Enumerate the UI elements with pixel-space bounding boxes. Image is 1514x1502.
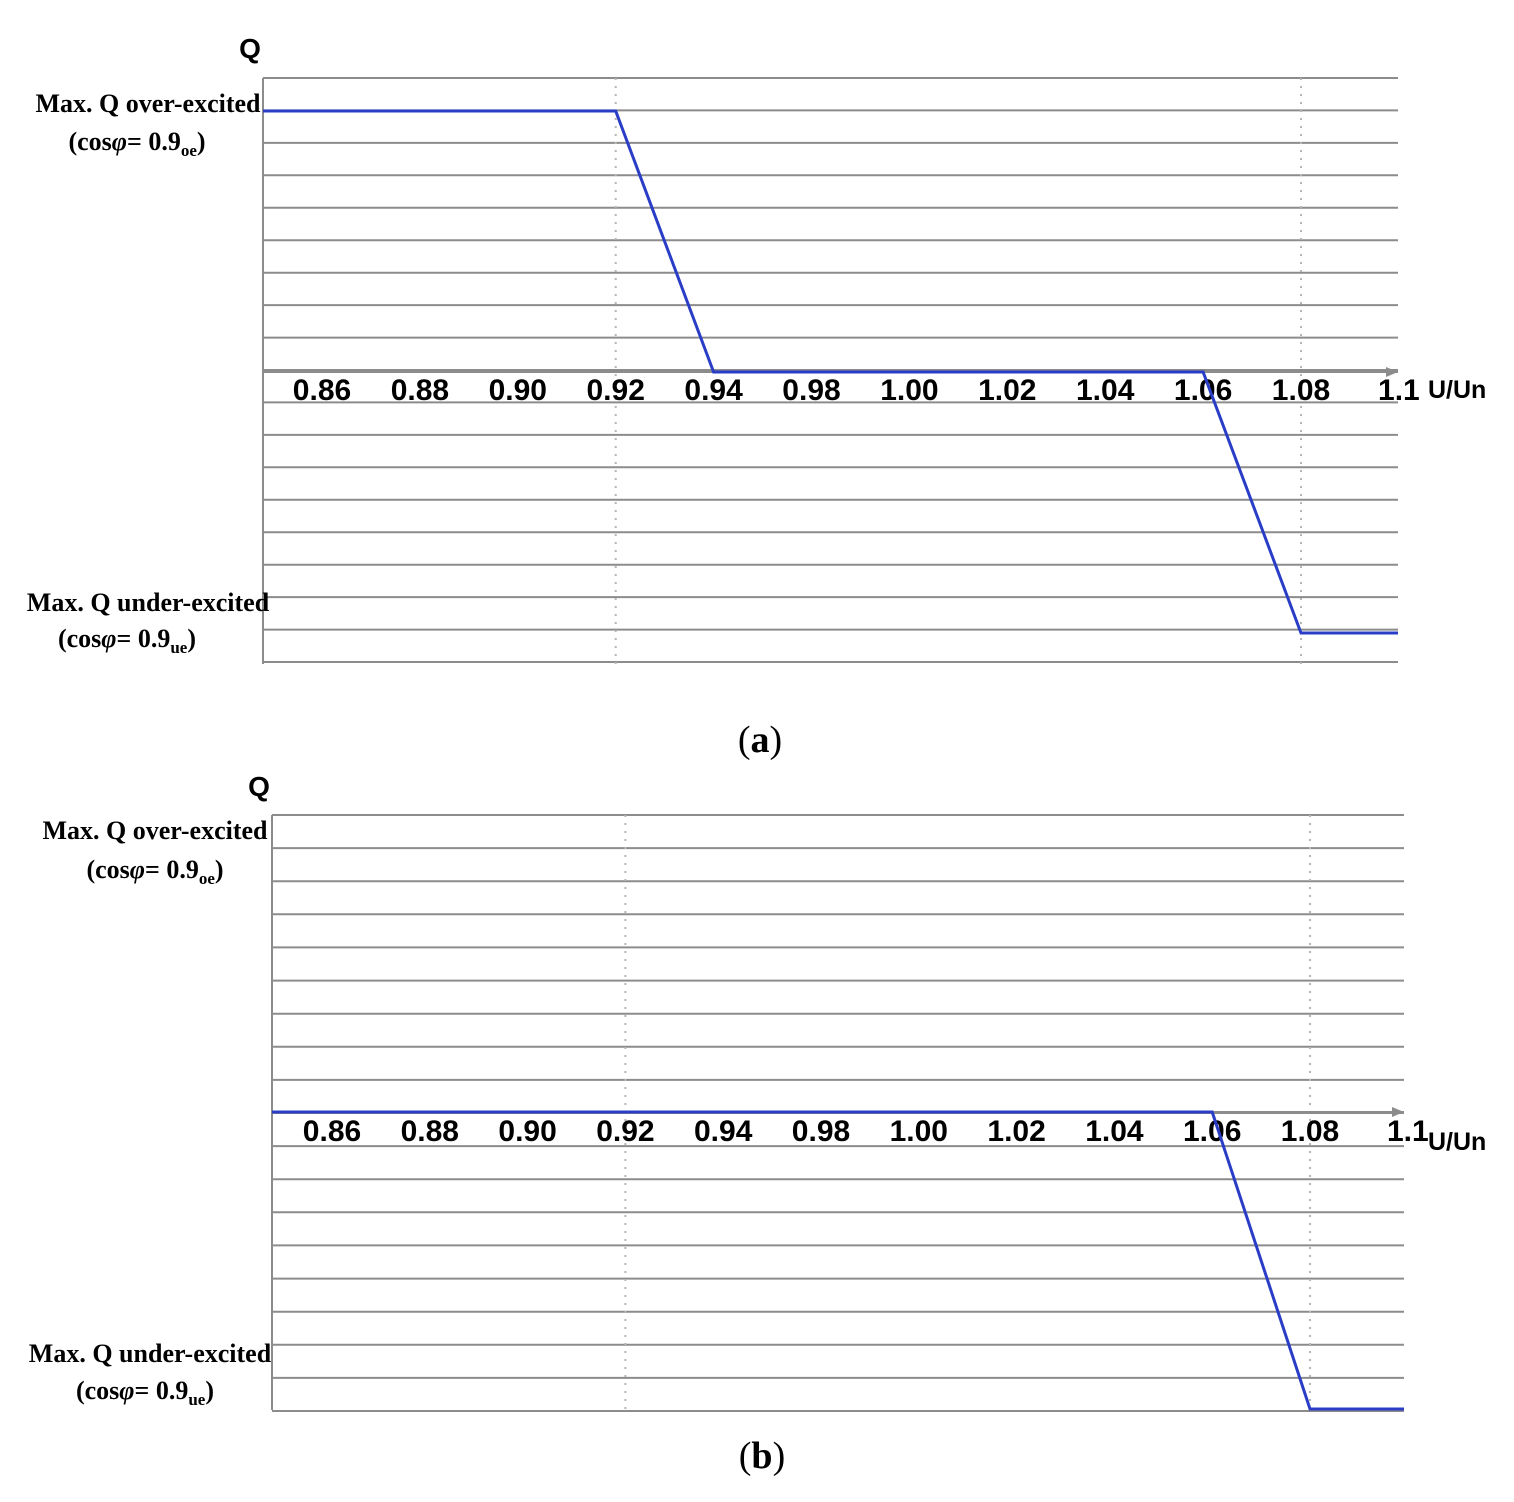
x-axis-arrow-icon — [1392, 1107, 1404, 1117]
top-sub-phi: φ — [112, 127, 127, 156]
q-u-curve — [272, 1110, 1404, 1411]
x-tick-label: 1.02 — [978, 374, 1036, 407]
y-axis-title: Q — [248, 771, 270, 802]
x-tick-label: 1.04 — [1085, 1115, 1144, 1148]
x-tick-label: 1.1 — [1378, 374, 1420, 407]
bottom-sub-mid: = 0.9 — [117, 624, 171, 653]
x-tick-label: 1.1 — [1387, 1115, 1429, 1148]
x-tick-label: 0.90 — [498, 1115, 556, 1148]
x-tick-label: 0.88 — [391, 374, 449, 407]
bottom-sub-suffix: ) — [205, 1376, 214, 1405]
x-tick-labels: 0.86 0.88 0.90 0.92 0.94 0.98 1.00 1.02 1.04 1.06… — [303, 1115, 1429, 1148]
q-u-curve — [263, 109, 1398, 635]
bottom-label: Max. Q under-excited — [27, 588, 270, 617]
bottom-sub-phi: φ — [101, 624, 116, 653]
x-tick-label: 0.90 — [489, 374, 547, 407]
x-tick-label: 1.00 — [890, 1115, 948, 1148]
top-sub-suffix: ) — [197, 127, 206, 156]
x-axis-title: U/Un — [1428, 376, 1486, 404]
bottom-sub-prefix: (cos — [76, 1376, 119, 1405]
x-tick-label: 1.02 — [987, 1115, 1045, 1148]
chart-b: 0.86 0.88 0.90 0.92 0.94 0.98 1.00 1.02 1.04 1.06… — [29, 771, 1487, 1477]
x-tick-label: 0.92 — [587, 374, 645, 407]
panel-letter-b: b — [751, 1435, 772, 1477]
x-tick-label: 1.06 — [1183, 1115, 1241, 1148]
guide-lines — [614, 78, 1302, 664]
x-tick-label: 0.92 — [596, 1115, 654, 1148]
top-sub-mid: = 0.9 — [127, 127, 181, 156]
top-sub-label: (cosφ= 0.9oe) — [86, 855, 223, 888]
panel-label-a: (a) — [738, 719, 782, 761]
bottom-sub-subscript: ue — [188, 1390, 205, 1409]
bottom-sub-prefix: (cos — [58, 624, 101, 653]
arrow-head — [1386, 367, 1398, 377]
bottom-sub-phi: φ — [119, 1376, 134, 1405]
x-tick-label: 0.88 — [401, 1115, 459, 1148]
top-sub-subscript: oe — [181, 141, 198, 160]
top-sub-label: (cosφ= 0.9oe) — [68, 127, 205, 160]
bottom-sub-label: (cosφ= 0.9ue) — [76, 1376, 214, 1409]
x-tick-label: 1.04 — [1076, 374, 1135, 407]
y-axis-title: Q — [239, 33, 261, 64]
panel-letter-a: a — [751, 719, 770, 761]
chart-a: 0.86 0.88 0.90 0.92 0.94 0.98 1.00 1.02 1.04 1.06… — [27, 33, 1487, 761]
x-axis-arrow-icon — [1386, 367, 1398, 377]
x-axis-title: U/Un — [1428, 1128, 1486, 1156]
x-tick-label: 0.98 — [782, 374, 840, 407]
top-label: Max. Q over-excited — [43, 816, 269, 845]
x-tick-label: 0.98 — [792, 1115, 850, 1148]
x-tick-label: 0.94 — [684, 374, 743, 407]
bottom-sub-suffix: ) — [187, 624, 196, 653]
top-label: Max. Q over-excited — [36, 89, 262, 118]
bottom-sub-label: (cosφ= 0.9ue) — [58, 624, 196, 657]
x-tick-label: 0.86 — [303, 1115, 361, 1148]
grid-lines — [263, 77, 1398, 663]
bottom-sub-mid: = 0.9 — [135, 1376, 189, 1405]
x-tick-label: 1.00 — [880, 374, 938, 407]
x-tick-label: 0.86 — [293, 374, 351, 407]
x-tick-label: 0.94 — [694, 1115, 753, 1148]
x-tick-label: 1.08 — [1281, 1115, 1339, 1148]
top-sub-phi: φ — [130, 855, 145, 884]
top-sub-mid: = 0.9 — [145, 855, 199, 884]
x-tick-label: 1.06 — [1174, 374, 1232, 407]
panel-label-b: (b) — [739, 1435, 785, 1477]
top-sub-suffix: ) — [215, 855, 224, 884]
x-tick-labels: 0.86 0.88 0.90 0.92 0.94 0.98 1.00 1.02 1.04 1.06… — [293, 374, 1420, 407]
top-sub-prefix: (cos — [68, 127, 111, 156]
top-sub-subscript: oe — [199, 869, 216, 888]
bottom-label: Max. Q under-excited — [29, 1339, 272, 1368]
arrow-head — [1392, 1107, 1404, 1117]
x-tick-label: 1.08 — [1272, 374, 1330, 407]
top-sub-prefix: (cos — [86, 855, 129, 884]
bottom-sub-subscript: ue — [170, 638, 187, 657]
